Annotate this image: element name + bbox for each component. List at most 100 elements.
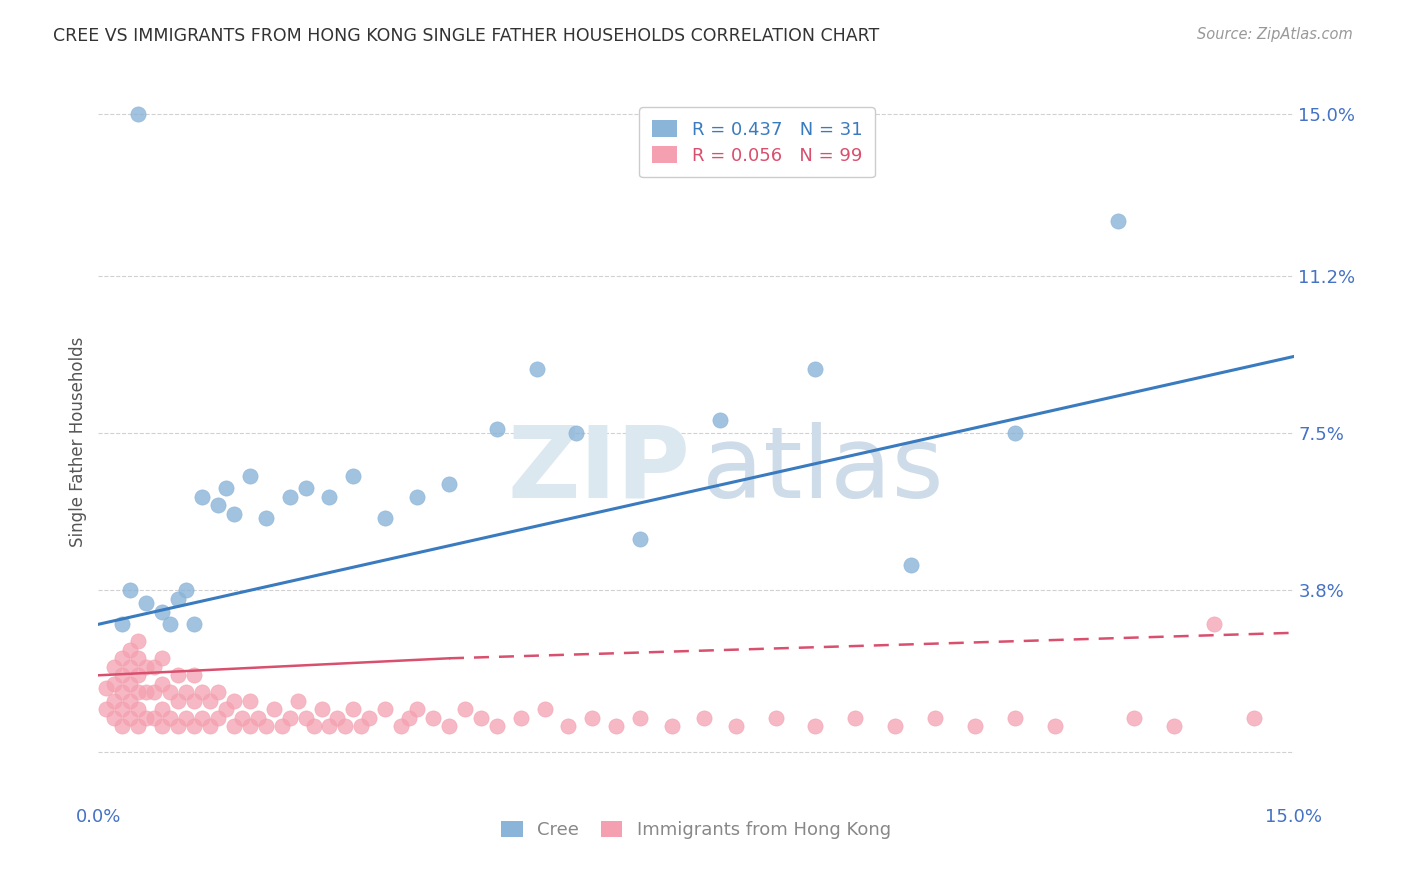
Point bbox=[526, 362, 548, 376]
Point bbox=[143, 685, 166, 699]
Point bbox=[628, 711, 651, 725]
Point bbox=[239, 719, 262, 733]
Point bbox=[135, 711, 157, 725]
Point bbox=[207, 685, 229, 699]
Point bbox=[183, 694, 205, 708]
Point bbox=[167, 591, 190, 606]
Point bbox=[844, 711, 866, 725]
Point bbox=[120, 660, 142, 674]
Point bbox=[191, 685, 214, 699]
Point bbox=[389, 719, 412, 733]
Point bbox=[437, 477, 460, 491]
Point bbox=[183, 719, 205, 733]
Point bbox=[135, 660, 157, 674]
Point bbox=[693, 711, 716, 725]
Point bbox=[581, 711, 603, 725]
Point bbox=[374, 511, 396, 525]
Point bbox=[96, 702, 118, 716]
Point bbox=[270, 719, 292, 733]
Point bbox=[406, 702, 429, 716]
Point bbox=[359, 711, 381, 725]
Point bbox=[254, 719, 277, 733]
Point bbox=[302, 719, 325, 733]
Point bbox=[103, 660, 125, 674]
Point bbox=[963, 719, 986, 733]
Point bbox=[150, 677, 173, 691]
Point bbox=[335, 719, 357, 733]
Point bbox=[183, 668, 205, 682]
Point bbox=[120, 642, 142, 657]
Point bbox=[294, 481, 316, 495]
Point bbox=[342, 702, 364, 716]
Point bbox=[1107, 213, 1129, 227]
Point bbox=[1202, 617, 1225, 632]
Point bbox=[111, 651, 134, 665]
Point bbox=[198, 694, 221, 708]
Point bbox=[167, 694, 190, 708]
Point bbox=[111, 702, 134, 716]
Point bbox=[294, 711, 316, 725]
Point bbox=[374, 702, 396, 716]
Point bbox=[1004, 425, 1026, 440]
Point bbox=[661, 719, 683, 733]
Point bbox=[143, 711, 166, 725]
Point bbox=[127, 719, 149, 733]
Point bbox=[127, 685, 149, 699]
Point bbox=[398, 711, 420, 725]
Point bbox=[215, 702, 238, 716]
Point bbox=[1123, 711, 1146, 725]
Text: CREE VS IMMIGRANTS FROM HONG KONG SINGLE FATHER HOUSEHOLDS CORRELATION CHART: CREE VS IMMIGRANTS FROM HONG KONG SINGLE… bbox=[53, 27, 880, 45]
Point bbox=[318, 490, 340, 504]
Point bbox=[222, 507, 245, 521]
Point bbox=[239, 694, 262, 708]
Text: atlas: atlas bbox=[702, 422, 943, 519]
Point bbox=[150, 605, 173, 619]
Point bbox=[120, 711, 142, 725]
Point bbox=[215, 481, 238, 495]
Point bbox=[207, 498, 229, 512]
Point bbox=[1043, 719, 1066, 733]
Point bbox=[804, 362, 827, 376]
Point bbox=[135, 685, 157, 699]
Point bbox=[103, 711, 125, 725]
Point bbox=[246, 711, 269, 725]
Point bbox=[765, 711, 787, 725]
Point bbox=[470, 711, 492, 725]
Point bbox=[111, 685, 134, 699]
Point bbox=[127, 702, 149, 716]
Point bbox=[239, 468, 262, 483]
Point bbox=[159, 685, 181, 699]
Point bbox=[96, 681, 118, 695]
Point bbox=[150, 719, 173, 733]
Point bbox=[406, 490, 429, 504]
Point bbox=[111, 617, 134, 632]
Point bbox=[167, 668, 190, 682]
Point bbox=[174, 711, 197, 725]
Point bbox=[222, 719, 245, 733]
Point bbox=[183, 617, 205, 632]
Point bbox=[231, 711, 253, 725]
Point bbox=[485, 719, 508, 733]
Point bbox=[174, 685, 197, 699]
Point bbox=[533, 702, 555, 716]
Point bbox=[326, 711, 349, 725]
Point bbox=[509, 711, 531, 725]
Point bbox=[207, 711, 229, 725]
Y-axis label: Single Father Households: Single Father Households bbox=[69, 336, 87, 547]
Point bbox=[135, 596, 157, 610]
Text: Source: ZipAtlas.com: Source: ZipAtlas.com bbox=[1197, 27, 1353, 42]
Point bbox=[287, 694, 309, 708]
Point bbox=[150, 651, 173, 665]
Point bbox=[628, 533, 651, 547]
Point bbox=[174, 583, 197, 598]
Point bbox=[127, 668, 149, 682]
Point bbox=[900, 558, 922, 572]
Point bbox=[111, 668, 134, 682]
Text: ZIP: ZIP bbox=[508, 422, 690, 519]
Point bbox=[120, 677, 142, 691]
Point bbox=[159, 711, 181, 725]
Point bbox=[1004, 711, 1026, 725]
Point bbox=[127, 107, 149, 121]
Legend: Cree, Immigrants from Hong Kong: Cree, Immigrants from Hong Kong bbox=[492, 812, 900, 848]
Point bbox=[318, 719, 340, 733]
